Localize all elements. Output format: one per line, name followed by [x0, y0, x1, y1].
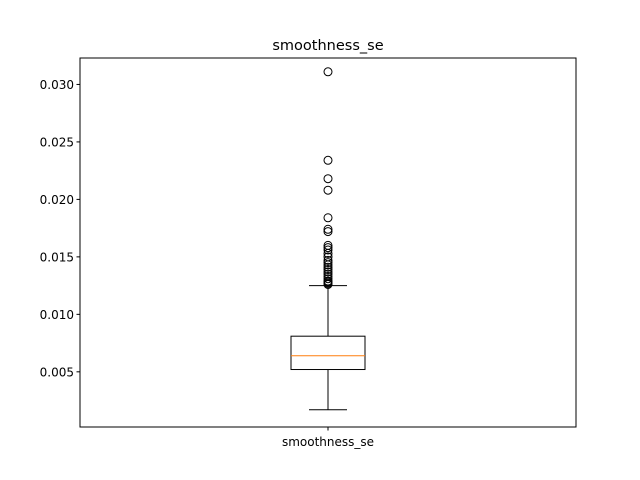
outlier-point — [323, 248, 333, 258]
outlier-point — [323, 213, 333, 223]
x-axis: smoothness_se — [282, 427, 374, 449]
outlier-point — [323, 265, 333, 275]
outlier-point — [323, 262, 333, 272]
y-axis: 0.005 0.010 0.015 0.020 0.025 0.030 — [40, 78, 80, 379]
outlier-point — [323, 185, 333, 195]
y-tick-label: 0.030 — [40, 78, 74, 92]
outlier-point — [323, 245, 333, 255]
outlier-point — [323, 67, 333, 77]
outlier-point — [323, 224, 333, 234]
y-tick-label: 0.015 — [40, 250, 74, 264]
y-tick-label: 0.020 — [40, 193, 74, 207]
iqr-box — [290, 335, 366, 371]
outlier-point — [323, 255, 333, 265]
y-tick-label: 0.025 — [40, 135, 74, 149]
outlier-point — [323, 260, 333, 270]
outlier-point — [323, 258, 333, 268]
outlier-point — [323, 243, 333, 253]
outlier-point — [323, 279, 333, 289]
y-tick-label: 0.010 — [40, 308, 74, 322]
outlier-point — [323, 274, 333, 284]
y-tick-label: 0.005 — [40, 365, 74, 379]
boxes-layer — [290, 67, 366, 411]
outlier-point — [323, 267, 333, 277]
outlier-point — [323, 155, 333, 165]
outlier-point — [323, 174, 333, 184]
chart-title: smoothness_se — [272, 38, 383, 54]
outlier-point — [323, 227, 333, 237]
x-tick-label: smoothness_se — [282, 435, 374, 449]
